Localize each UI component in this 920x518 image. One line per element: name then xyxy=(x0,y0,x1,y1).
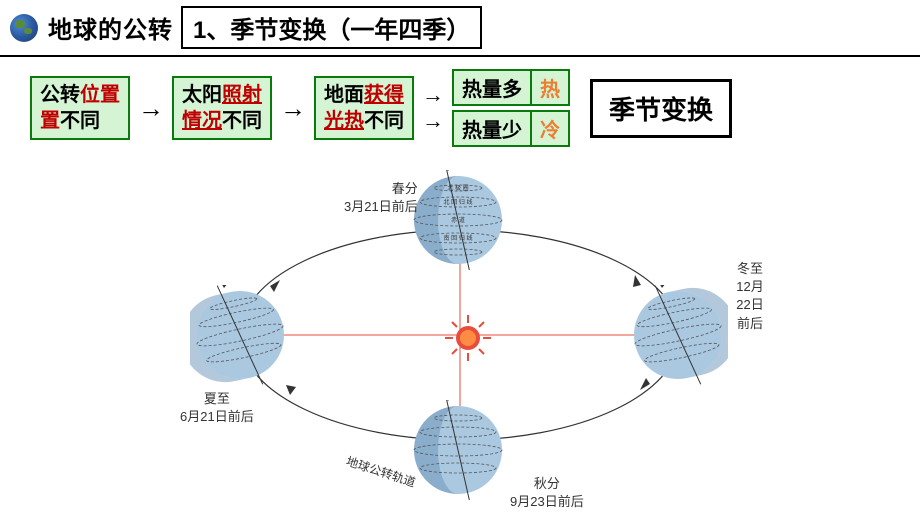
label-spring: 春分3月21日前后 xyxy=(344,180,418,216)
orbit-diagram: 北 极 圈 北 回 归 线 赤 道 南 回 归 线 春分3月21日前后 夏至6月… xyxy=(150,160,770,510)
arrow-split: →→ xyxy=(422,84,444,132)
label-autumn: 秋分9月23日前后 xyxy=(510,475,584,511)
flow-box-position: 公转位置置不同 xyxy=(30,76,130,140)
arrow-icon: → xyxy=(138,93,164,124)
globe-spring: 北 极 圈 北 回 归 线 赤 道 南 回 归 线 xyxy=(408,170,508,270)
flow-chart: 公转位置置不同 → 太阳照射情况不同 → 地面获得光热不同 →→ 热量多热 热量… xyxy=(0,57,920,159)
heat-column: 热量多热 热量少冷 xyxy=(452,69,570,147)
globe-autumn xyxy=(408,400,508,500)
svg-text:南 回 归 线: 南 回 归 线 xyxy=(443,234,472,242)
orbit-label: 地球公转轨道 xyxy=(344,452,418,490)
svg-text:北 回 归 线: 北 回 归 线 xyxy=(443,198,472,206)
earth-icon xyxy=(10,14,38,42)
label-winter: 冬至12月22日前后 xyxy=(730,260,770,333)
page-title: 地球的公转 xyxy=(48,10,173,45)
label-summer: 夏至6月21日前后 xyxy=(180,390,254,426)
svg-text:赤 道: 赤 道 xyxy=(451,216,465,224)
season-result: 季节变换 xyxy=(590,79,732,138)
heat-less-box: 热量少 xyxy=(452,110,532,147)
heat-more-box: 热量多 xyxy=(452,69,532,106)
globe-summer xyxy=(190,285,290,385)
globe-winter xyxy=(628,285,728,385)
svg-text:北 极 圈: 北 极 圈 xyxy=(447,184,468,192)
title-subtitle: 1、季节变换（一年四季） xyxy=(181,6,482,49)
cold-box: 冷 xyxy=(532,110,570,147)
arrow-icon: → xyxy=(280,93,306,124)
sun-icon xyxy=(445,315,491,361)
hot-box: 热 xyxy=(532,69,570,106)
flow-box-heat: 地面获得光热不同 xyxy=(314,76,414,140)
flow-box-sunlight: 太阳照射情况不同 xyxy=(172,76,272,140)
